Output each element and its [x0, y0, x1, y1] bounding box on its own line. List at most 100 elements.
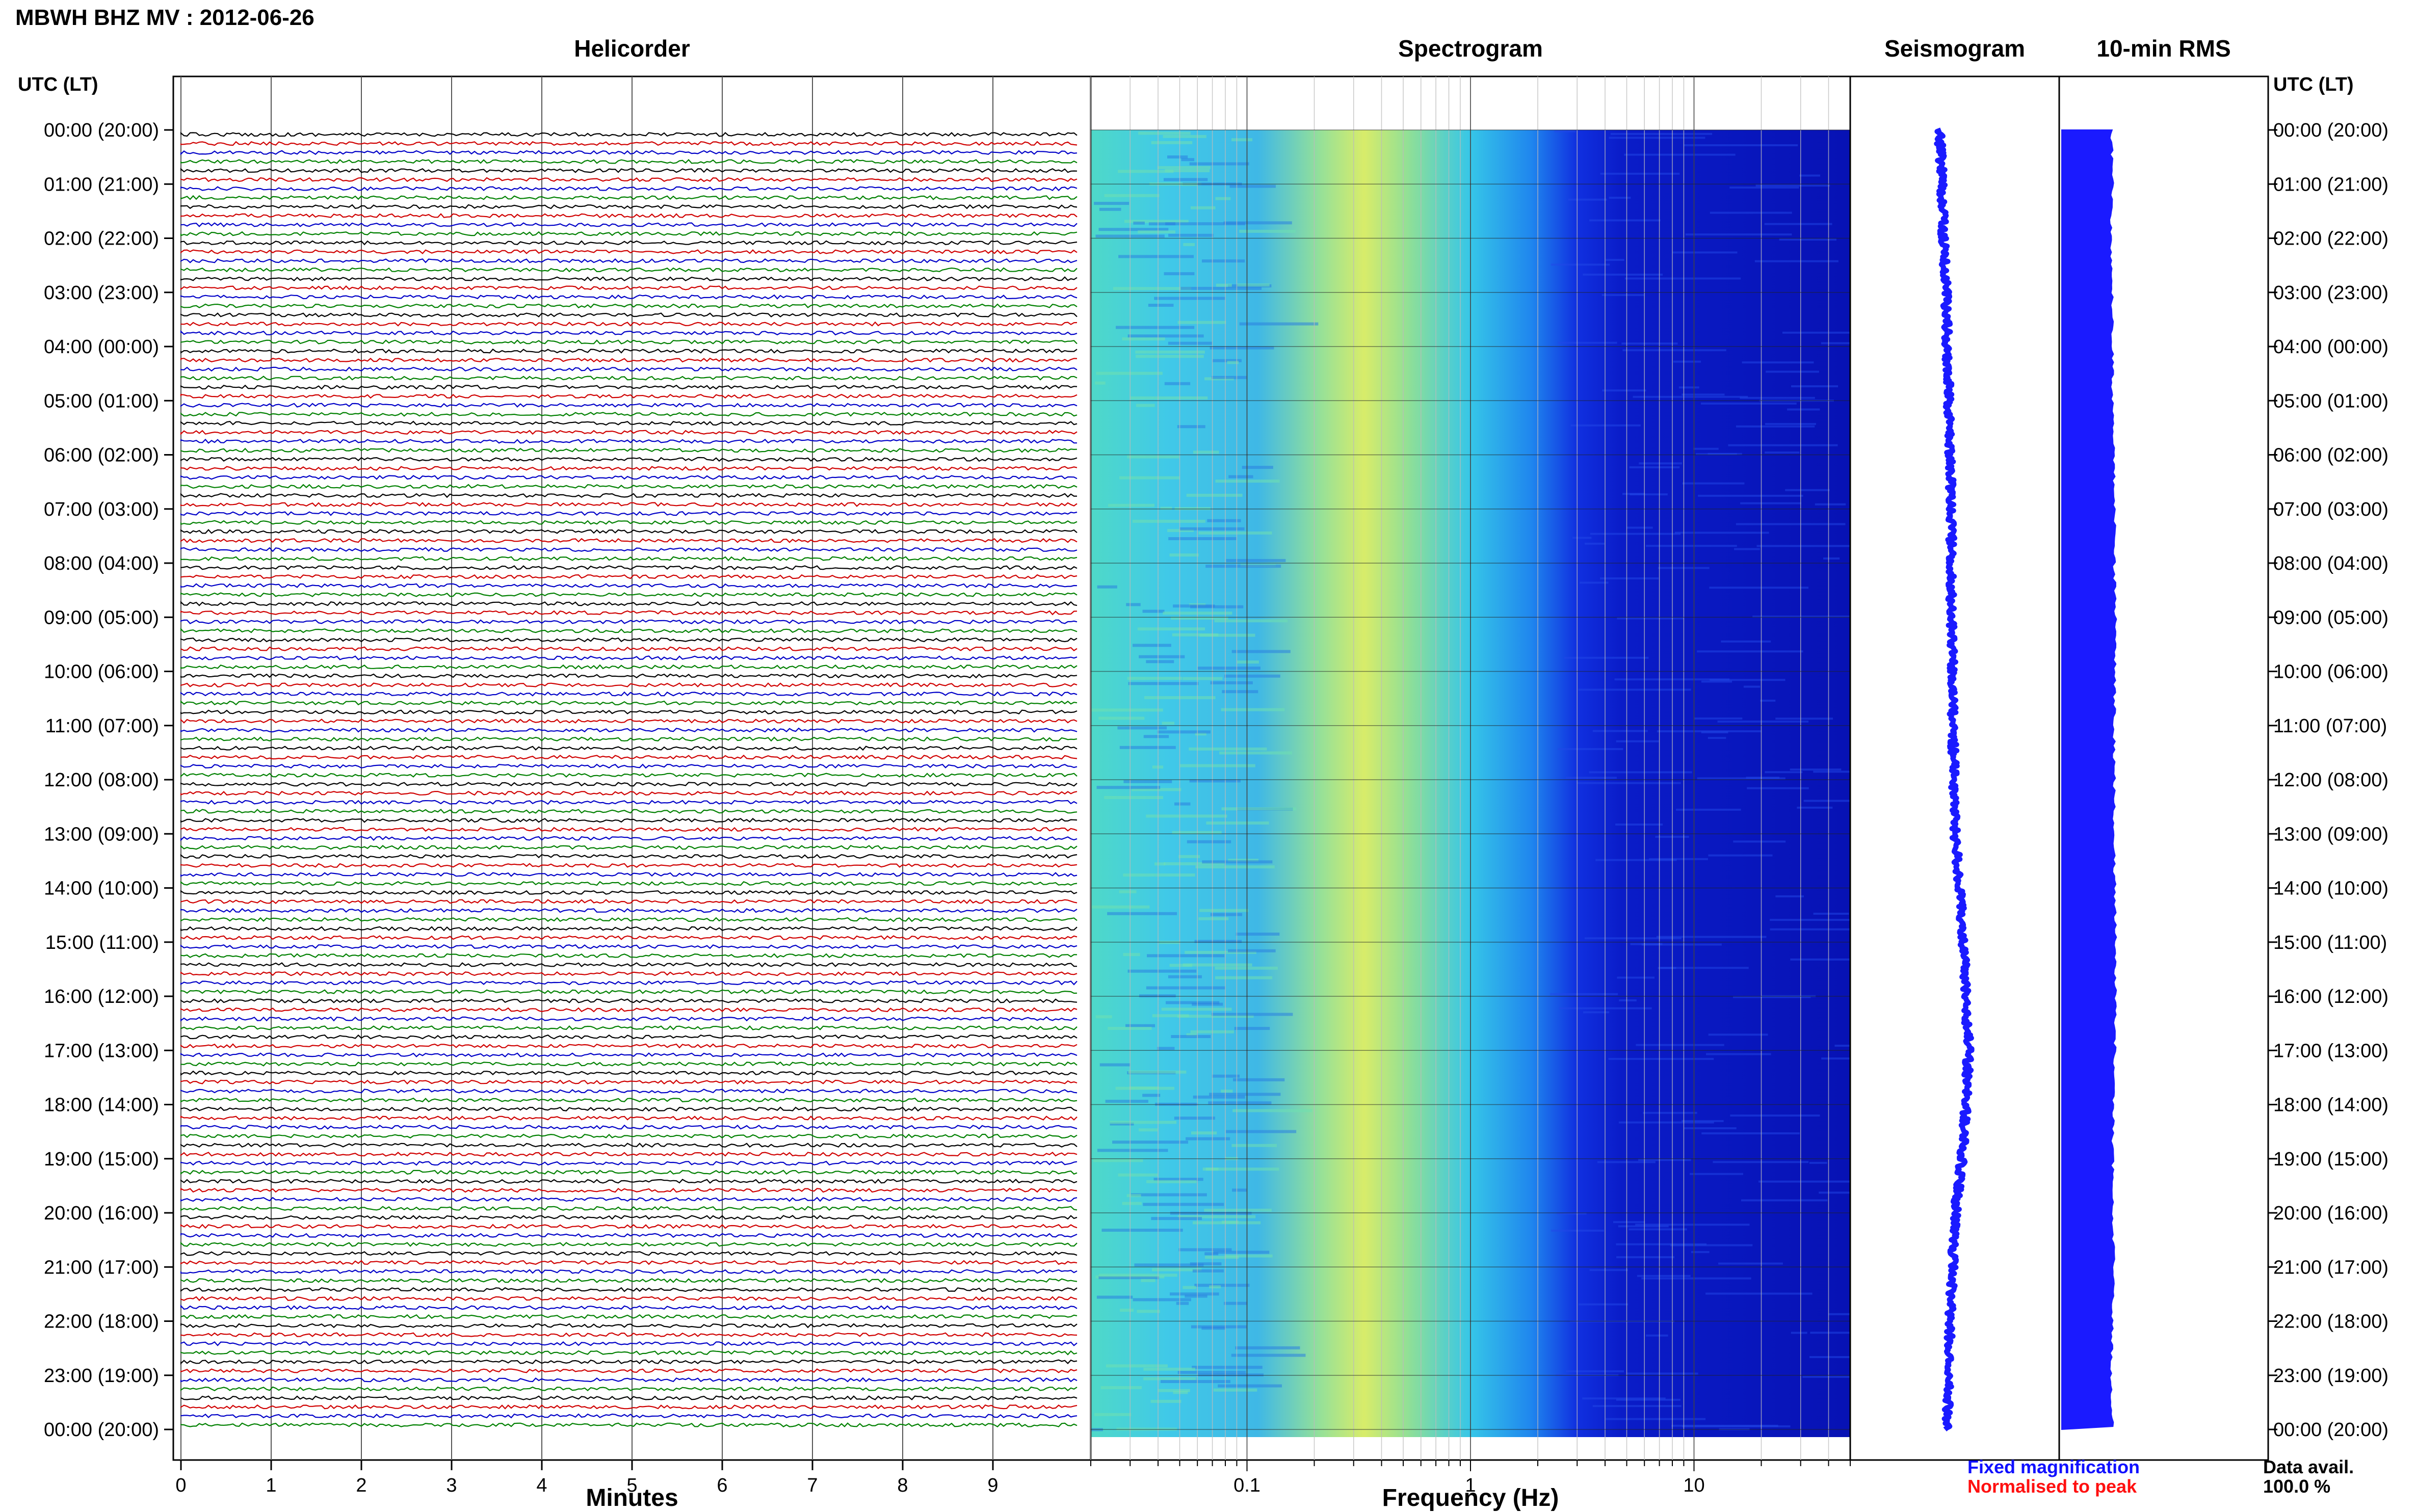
helicorder-trace [180, 1404, 1078, 1410]
spectrogram-streak [1708, 854, 1773, 857]
spectrogram-streak [1615, 824, 1663, 826]
spectrogram-streak [1815, 503, 1846, 506]
helicorder-trace [180, 330, 1078, 336]
time-label-right: 16:00 (12:00) [2273, 986, 2388, 1007]
spectrogram-streak [1178, 1248, 1232, 1252]
spectrogram-streak [1602, 389, 1646, 392]
helicorder-trace [180, 131, 1078, 137]
helicorder-trace [180, 782, 1078, 787]
spectrogram-streak [1169, 553, 1199, 557]
spectrogram-streak [1147, 954, 1225, 958]
spectrogram-streak [1204, 1252, 1219, 1256]
helicorder-trace [180, 646, 1078, 651]
spectrogram-streak [1810, 1332, 1876, 1334]
helicorder-trace [180, 1233, 1078, 1238]
spectrogram-streak [1589, 771, 1692, 774]
spectrogram-streak [1616, 1243, 1707, 1245]
spectrogram-streak [1199, 633, 1255, 637]
data-availability-label: Data avail. [2263, 1456, 2354, 1477]
spectrogram-streak [1592, 1405, 1682, 1408]
helicorder-trace [180, 962, 1078, 968]
legend-normalised-to-peak: Normalised to peak [1967, 1476, 2137, 1497]
helicorder-trace [180, 249, 1078, 254]
spectrogram-streak [1192, 1221, 1261, 1225]
helicorder-trace [180, 240, 1078, 246]
spectrogram-streak [1649, 858, 1708, 860]
spectrogram-streak [1770, 928, 1875, 931]
spectrogram-streak [1227, 361, 1239, 364]
spectrogram-streak [1752, 615, 1869, 618]
spectrogram-streak [1110, 1121, 1177, 1124]
spectrogram-streak [1202, 1168, 1279, 1171]
spectrogram-streak [1152, 1014, 1189, 1018]
helicorder-panel [172, 75, 1092, 1470]
time-label-left: 22:00 (18:00) [44, 1311, 159, 1333]
time-label-left: 08:00 (04:00) [44, 553, 159, 574]
spectrogram-streak [1212, 376, 1247, 379]
helicorder-trace [180, 1368, 1078, 1373]
spectrogram-streak [1705, 1292, 1813, 1295]
helicorder-trace [180, 800, 1078, 805]
spectrogram-streak [1557, 1212, 1587, 1215]
minute-tick-label: 2 [356, 1475, 366, 1496]
spectrogram-streak [1092, 905, 1150, 909]
time-label-left: 23:00 (19:00) [44, 1365, 159, 1387]
helicorder-trace [180, 718, 1078, 724]
spectrogram-streak [1174, 802, 1191, 806]
helicorder-trace [180, 366, 1078, 372]
helicorder-trace [180, 285, 1078, 290]
spectrogram-streak [1197, 667, 1260, 670]
helicorder-trace [180, 1296, 1078, 1302]
spectrogram-streak [1765, 423, 1816, 425]
spectrogram-streak [1139, 994, 1176, 998]
spectrogram-streak [1682, 1425, 1791, 1427]
spectrogram-streak [1091, 708, 1163, 712]
helicorder-trace [180, 1422, 1078, 1427]
spectrogram-streak [1709, 587, 1809, 589]
helicorder-trace [180, 926, 1078, 932]
spectrogram-streak [1229, 184, 1276, 188]
spectrogram-streak [1621, 342, 1678, 345]
helicorder-trace [180, 700, 1078, 706]
spectrogram-streak [1565, 777, 1617, 779]
spectrogram-streak [1195, 865, 1275, 869]
spectrogram-streak [1821, 342, 1876, 344]
time-label-left: 13:00 (09:00) [44, 824, 159, 845]
helicorder-trace [180, 204, 1078, 209]
spectrogram-streak [1224, 674, 1280, 678]
time-label-right: 13:00 (09:00) [2273, 824, 2388, 845]
minute-tick-label: 0 [175, 1475, 186, 1496]
helicorder-trace [180, 808, 1078, 814]
spectrogram-streak [1124, 220, 1189, 223]
spectrogram-streak [1138, 230, 1176, 234]
helicorder-trace [180, 1124, 1078, 1130]
spectrogram-streak [1096, 786, 1161, 789]
spectrogram-streak [1142, 609, 1165, 613]
spectrogram-streak [1223, 221, 1292, 225]
spectrogram-streak [1213, 1388, 1257, 1392]
spectrogram-streak [1193, 450, 1219, 454]
time-label-right: 14:00 (10:00) [2273, 878, 2388, 899]
spectrogram-streak [1194, 1284, 1250, 1287]
helicorder-trace [180, 141, 1078, 146]
spectrogram-streak [1765, 452, 1800, 454]
spectrogram-streak [1161, 1007, 1232, 1011]
helicorder-trace [180, 474, 1078, 480]
spectrogram-streak [1697, 777, 1785, 780]
spectrogram-streak [1126, 1194, 1141, 1198]
spectrogram-streak [1202, 860, 1273, 864]
spectrogram-streak [1198, 531, 1272, 535]
spectrogram-streak [1622, 493, 1645, 495]
helicorder-trace [180, 655, 1078, 660]
time-label-left: 16:00 (12:00) [44, 986, 159, 1007]
spectrogram-streak [1153, 1178, 1203, 1181]
spectrogram-streak [1641, 943, 1722, 946]
spectrogram-streak [1580, 581, 1609, 584]
spectrogram-streak [1676, 808, 1741, 811]
helicorder-trace [180, 538, 1078, 543]
spectrogram-streak [1764, 223, 1832, 225]
spectrogram-streak [1236, 933, 1280, 936]
spectrogram-streak [1766, 370, 1819, 373]
spectrogram-streak [1234, 1027, 1270, 1030]
spectrogram-streak [1717, 720, 1809, 723]
